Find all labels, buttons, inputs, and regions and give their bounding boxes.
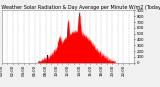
Title: Milwaukee Weather Solar Radiation & Day Average per Minute W/m2 (Today): Milwaukee Weather Solar Radiation & Day … — [0, 5, 160, 10]
